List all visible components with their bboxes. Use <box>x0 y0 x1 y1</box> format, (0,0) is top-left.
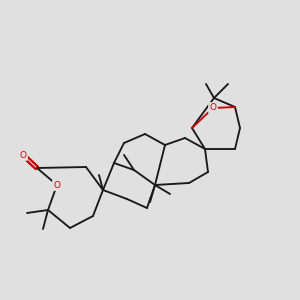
Text: O: O <box>53 181 61 190</box>
Text: O: O <box>209 103 217 112</box>
Text: O: O <box>20 151 26 160</box>
